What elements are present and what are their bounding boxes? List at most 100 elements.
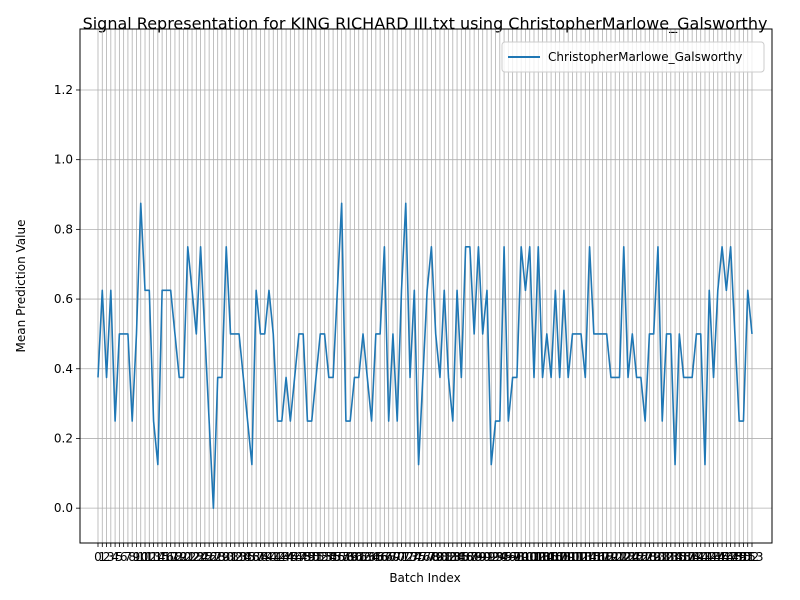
x-tick-label: 124 <box>617 550 640 564</box>
data-point <box>503 246 504 247</box>
x-tick-label: 66 <box>372 550 387 564</box>
data-point <box>512 377 513 378</box>
data-point <box>645 420 646 421</box>
data-point <box>114 420 115 421</box>
x-tick-label: 46 <box>287 550 302 564</box>
data-point <box>418 464 419 465</box>
data-point <box>243 377 244 378</box>
data-point <box>354 377 355 378</box>
x-tick-label: 30 <box>219 550 234 564</box>
data-point <box>435 333 436 334</box>
x-tick-label: 43 <box>274 550 289 564</box>
x-tick-label: 98 <box>509 550 524 564</box>
x-axis-label: Batch Index <box>389 571 460 585</box>
data-point <box>444 290 445 291</box>
x-tick-label: 130 <box>642 550 665 564</box>
x-tick-label: 45 <box>283 550 298 564</box>
x-tick-label: 117 <box>587 550 610 564</box>
x-tick-label: 18 <box>167 550 182 564</box>
data-point <box>332 377 333 378</box>
data-point <box>559 377 560 378</box>
data-point <box>149 290 150 291</box>
data-point <box>751 333 752 334</box>
y-axis-label: Mean Prediction Value <box>14 220 28 353</box>
data-point <box>144 290 145 291</box>
data-point <box>221 377 222 378</box>
x-tick-label: 67 <box>377 550 392 564</box>
x-tick-label: 125 <box>621 550 644 564</box>
x-tick-label: 84 <box>449 550 464 564</box>
data-point <box>179 377 180 378</box>
x-tick-label: 148 <box>719 550 742 564</box>
data-point <box>508 420 509 421</box>
x-tick-label: 94 <box>492 550 507 564</box>
x-tick-label: 19 <box>172 550 187 564</box>
x-tick-label: 93 <box>488 550 503 564</box>
x-tick-label: 128 <box>634 550 657 564</box>
data-point <box>166 290 167 291</box>
x-tick-label: 6 <box>120 550 128 564</box>
data-point <box>674 464 675 465</box>
grid <box>80 29 772 543</box>
data-point <box>598 333 599 334</box>
x-tick-label: 123 <box>612 550 635 564</box>
x-tick-label: 54 <box>321 550 336 564</box>
x-tick-label: 97 <box>505 550 520 564</box>
x-tick-label: 49 <box>300 550 315 564</box>
data-point <box>593 333 594 334</box>
data-point <box>401 290 402 291</box>
data-point <box>174 333 175 334</box>
data-point <box>533 377 534 378</box>
data-point <box>303 333 304 334</box>
data-point <box>653 333 654 334</box>
x-tick-label: 151 <box>732 550 755 564</box>
data-point <box>307 420 308 421</box>
x-tick-label: 3 <box>107 550 115 564</box>
x-tick-label: 113 <box>570 550 593 564</box>
data-point <box>170 290 171 291</box>
data-point <box>709 290 710 291</box>
plot-frame <box>79 28 773 544</box>
x-tick-label: 118 <box>591 550 614 564</box>
x-tick-label: 36 <box>244 550 259 564</box>
x-tick-label: 35 <box>240 550 255 564</box>
x-tick-label: 122 <box>608 550 631 564</box>
data-point <box>670 333 671 334</box>
data-point <box>162 290 163 291</box>
data-point <box>589 246 590 247</box>
data-point <box>337 290 338 291</box>
legend: ChristopherMarlowe_Galsworthy <box>501 41 765 73</box>
data-point <box>234 333 235 334</box>
data-point <box>521 246 522 247</box>
data-point <box>281 420 282 421</box>
x-tick-label: 79 <box>428 550 443 564</box>
x-tick-label: 127 <box>629 550 652 564</box>
x-tick-label: 99 <box>514 550 529 564</box>
data-point <box>127 333 128 334</box>
y-tick-label: 0.2 <box>54 431 73 445</box>
x-tick-label: 71 <box>394 550 409 564</box>
x-tick-label: 147 <box>715 550 738 564</box>
x-tick-label: 50 <box>304 550 319 564</box>
x-tick-label: 91 <box>479 550 494 564</box>
x-tick-label: 62 <box>355 550 370 564</box>
data-point <box>726 290 727 291</box>
data-point <box>110 290 111 291</box>
data-point <box>538 246 539 247</box>
x-tick-label: 101 <box>518 550 541 564</box>
x-tick-label: 8 <box>128 550 136 564</box>
data-point <box>136 333 137 334</box>
data-point <box>140 203 141 204</box>
x-tick-label: 152 <box>736 550 759 564</box>
x-tick-label: 55 <box>325 550 340 564</box>
x-tick-label: 115 <box>578 550 601 564</box>
data-point <box>602 333 603 334</box>
x-tick-label: 70 <box>390 550 405 564</box>
x-tick-label: 144 <box>702 550 725 564</box>
x-tick-label: 134 <box>659 550 682 564</box>
data-point <box>474 333 475 334</box>
x-tick-label: 25 <box>197 550 212 564</box>
x-tick-label: 95 <box>496 550 511 564</box>
x-tick-label: 33 <box>231 550 246 564</box>
